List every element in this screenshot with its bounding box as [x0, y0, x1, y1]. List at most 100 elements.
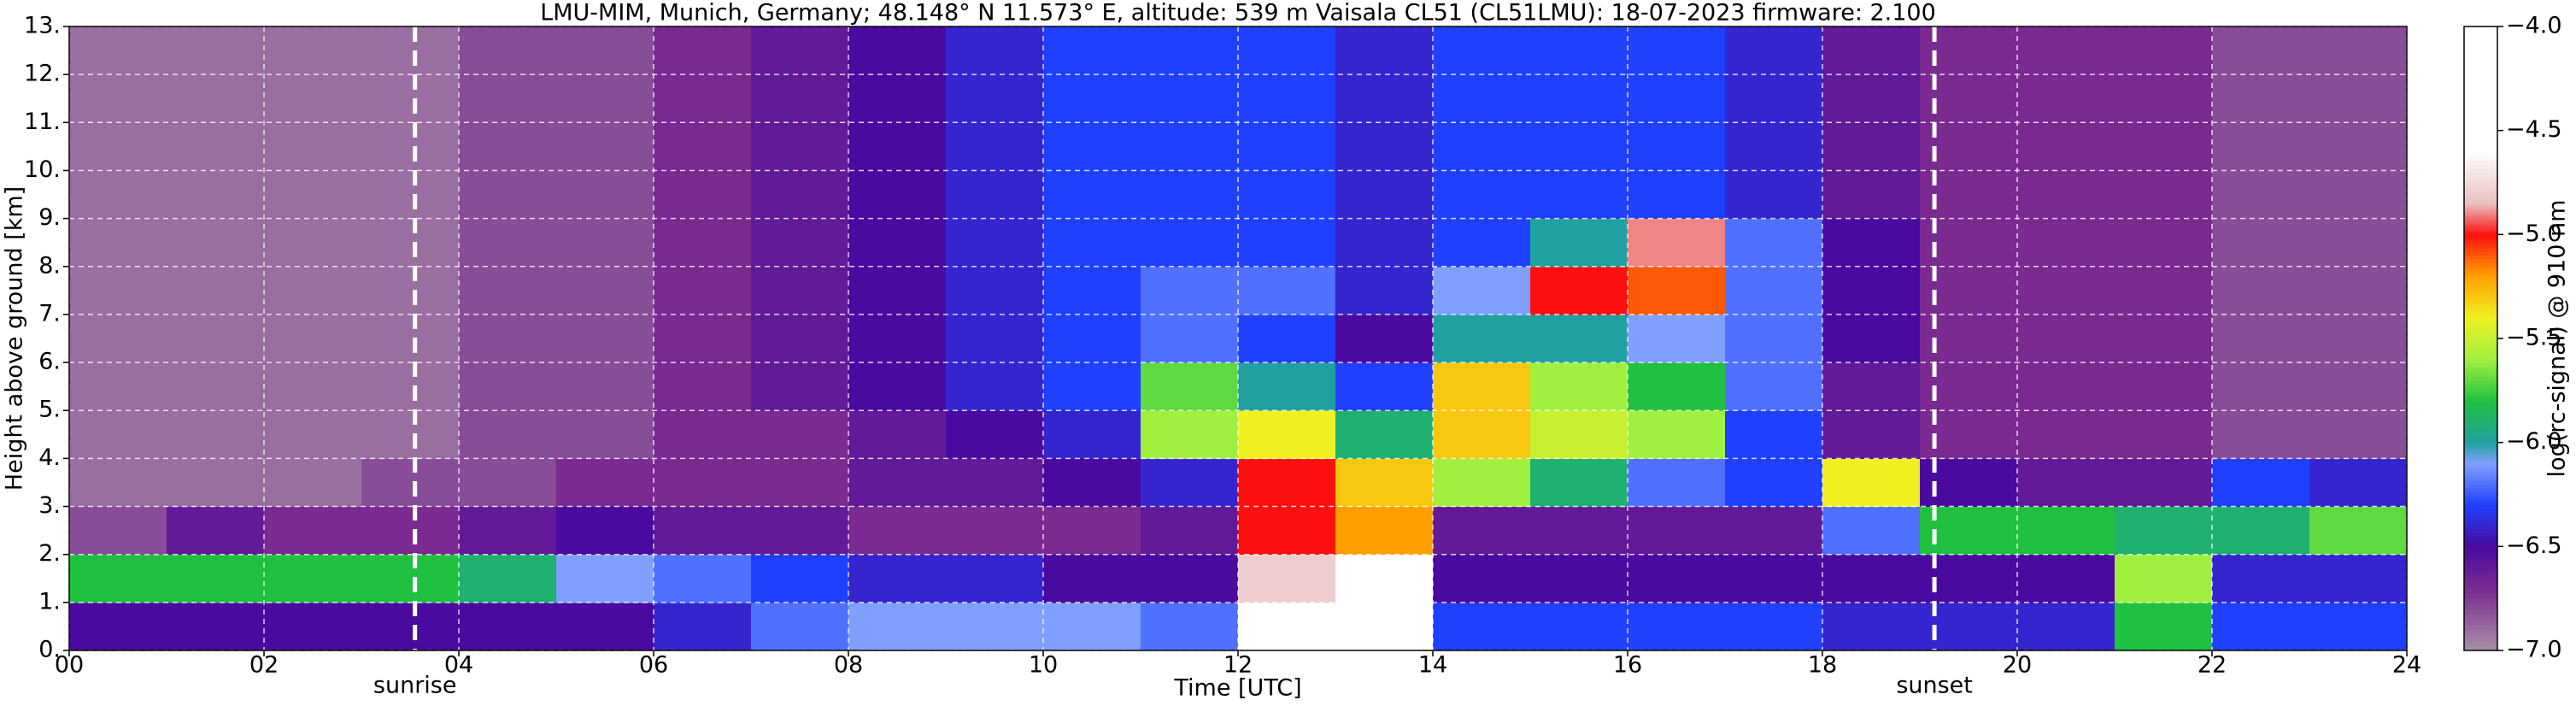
colorbar-segment — [2464, 418, 2497, 422]
heatmap-cell — [1335, 602, 1434, 651]
colorbar-segment — [2464, 216, 2497, 220]
heatmap-cell — [1822, 554, 1921, 603]
heatmap-cell — [459, 410, 557, 459]
colorbar-segment — [2464, 168, 2497, 174]
colorbar-segment — [2464, 435, 2497, 440]
heatmap-cell — [1725, 554, 1823, 603]
colorbar-segment — [2464, 173, 2497, 178]
colorbar-segment — [2464, 258, 2497, 263]
heatmap-cell — [848, 554, 947, 603]
heatmap-cell — [654, 314, 752, 363]
heatmap-cell — [946, 218, 1044, 268]
heatmap-cell — [848, 122, 947, 171]
heatmap-cell — [1238, 506, 1336, 556]
heatmap-cell — [751, 266, 849, 315]
heatmap-cell — [2212, 26, 2310, 75]
heatmap-cell — [1335, 74, 1434, 123]
heatmap-cell — [751, 314, 849, 363]
colorbar-segment — [2464, 543, 2497, 547]
colorbar-segment — [2464, 338, 2497, 343]
heatmap-cell — [459, 506, 557, 556]
colorbar-segment — [2464, 359, 2497, 363]
heatmap-cell — [848, 74, 947, 123]
colorbar-segment — [2464, 438, 2497, 444]
colorbar-segment — [2464, 386, 2497, 391]
heatmap-cell — [2309, 554, 2408, 603]
heatmap-cell — [264, 266, 362, 315]
heatmap-cell — [751, 218, 849, 268]
heatmap-cell — [1238, 410, 1336, 459]
colorbar-segment — [2464, 227, 2497, 230]
heatmap-cell — [264, 314, 362, 363]
heatmap-cell — [1238, 602, 1336, 651]
heatmap-cell — [264, 410, 362, 459]
heatmap-cell — [1141, 122, 1239, 171]
colorbar-segment — [2464, 251, 2497, 256]
x-axis-label: Time [UTC] — [1173, 675, 1301, 702]
heatmap-cell — [361, 266, 460, 315]
heatmap-cell — [654, 122, 752, 171]
heatmap-cell — [2017, 122, 2115, 171]
heatmap-cell — [848, 170, 947, 220]
heatmap-cell — [556, 26, 654, 75]
colorbar-segment — [2464, 459, 2497, 462]
heatmap-cell — [167, 506, 265, 556]
colorbar-tick-label: −6.0 — [2506, 428, 2562, 455]
heatmap-cell — [2309, 506, 2408, 556]
heatmap-cell — [167, 170, 265, 220]
y-tick-label: 3. — [38, 492, 61, 519]
y-tick-label: 2. — [38, 540, 61, 567]
heatmap-cell — [2115, 602, 2213, 651]
colorbar-segment — [2464, 349, 2497, 353]
heatmap-cell — [1628, 554, 1726, 603]
heatmap-cell — [1725, 26, 1823, 75]
colorbar-segment — [2464, 324, 2497, 329]
x-tick-label: 24 — [2392, 652, 2421, 679]
heatmap-cell — [167, 554, 265, 603]
colorbar-segment — [2464, 447, 2497, 450]
heatmap-cell — [1238, 122, 1336, 171]
colorbar-segment — [2464, 190, 2497, 196]
heatmap-cell — [556, 554, 654, 603]
plot-frame — [68, 26, 2408, 651]
colorbar-segment — [2464, 89, 2497, 100]
colorbar-segment — [2464, 584, 2497, 589]
heatmap-cell — [361, 506, 460, 556]
y-tick-label: 1. — [38, 588, 61, 615]
heatmap-cell — [459, 74, 557, 123]
y-tick-label: 12. — [24, 61, 61, 87]
heatmap-cell — [1335, 266, 1434, 315]
colorbar-segment — [2464, 290, 2497, 294]
colorbar-segment — [2464, 205, 2497, 209]
colorbar-segment — [2464, 248, 2497, 253]
heatmap-cell — [1530, 410, 1628, 459]
heatmap-cell — [2017, 602, 2115, 651]
colorbar-segment — [2464, 567, 2497, 572]
colorbar-segment — [2464, 327, 2497, 332]
heatmap-cell — [1628, 26, 1726, 75]
colorbar-segment — [2464, 442, 2497, 445]
heatmap-cell — [1238, 74, 1336, 123]
heatmap-cell — [1433, 602, 1531, 651]
heatmap-cell — [946, 314, 1044, 363]
heatmap-cell — [361, 314, 460, 363]
heatmap-cell — [1433, 218, 1531, 268]
colorbar-segment — [2464, 221, 2497, 225]
x-tick-label: 00 — [55, 652, 84, 679]
heatmap-cell — [1238, 362, 1336, 411]
colorbar-segment — [2464, 529, 2497, 533]
heatmap-cell — [1335, 26, 1434, 75]
colorbar-segment — [2464, 560, 2497, 565]
heatmap-cell — [1141, 218, 1239, 268]
heatmap-cell — [751, 74, 849, 123]
heatmap-cell — [2115, 218, 2213, 268]
colorbar-segment — [2464, 411, 2497, 415]
y-tick-label: 4. — [38, 444, 61, 471]
heatmap-cell — [1433, 122, 1531, 171]
colorbar-segment — [2464, 265, 2497, 270]
heatmap-cell — [654, 266, 752, 315]
heatmap-cell — [1530, 266, 1628, 315]
heatmap-cell — [459, 458, 557, 508]
colorbar-segment — [2464, 463, 2497, 468]
colorbar-segment — [2464, 376, 2497, 381]
